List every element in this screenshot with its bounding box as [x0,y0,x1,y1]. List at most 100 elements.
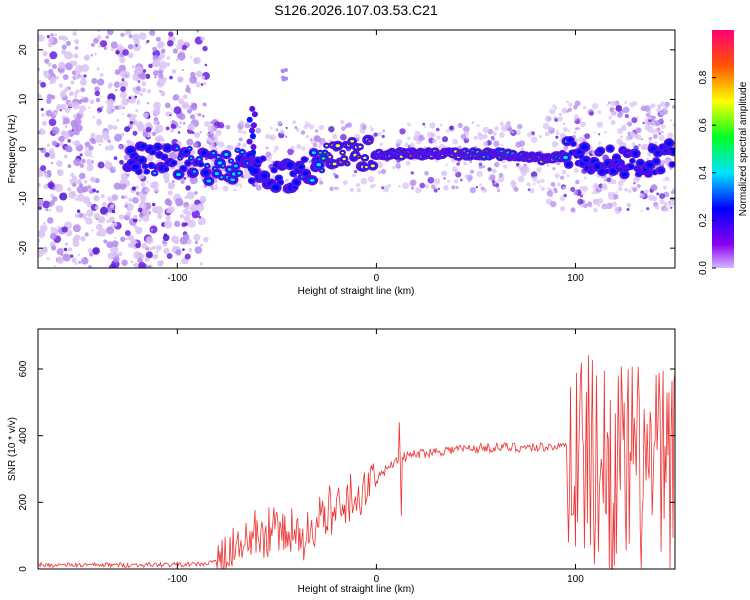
spectrogram-speckle [610,100,616,107]
spectrogram-speckle [242,142,247,148]
spectrogram-speckle [170,128,175,133]
spectrogram-speckle [80,87,86,93]
spectrogram-speckle [107,196,111,200]
spectrogram-speckle [67,187,72,192]
spectrogram-speckle [96,35,102,40]
spectrogram-speckle [83,216,87,220]
spectrogram-ridge-core [321,157,326,160]
spectrogram-speckle [380,168,387,175]
spectrogram-speckle [549,108,556,115]
spectrogram-x-tick-label: -100 [167,273,187,284]
spectrogram-speckle [381,134,385,138]
spectrogram-speckle [108,216,115,223]
spectrogram-speckle [490,136,496,142]
spectrogram-speckle [415,187,422,194]
spectrogram-speckle [90,132,96,138]
spectrogram-speckle [155,137,160,142]
spectrogram-speckle [494,126,499,131]
spectrogram-speckle [584,133,591,140]
spectrogram-speckle [303,124,308,130]
spectrogram-speckle [617,112,623,118]
spectrogram-ridge-core [335,144,341,148]
spectrogram-speckle [97,161,105,169]
spectrogram-speckle [648,105,653,109]
spectrogram-speckle [150,182,157,189]
spectrogram-speckle [503,164,508,169]
spectrogram-ridge-core [311,151,316,155]
spectrogram-speckle [616,138,623,145]
spectrogram-x-tick-label: 0 [374,273,380,284]
spectrogram-speckle [332,172,337,176]
spectrogram-speckle [104,130,108,134]
colorbar-tick-label: 0.8 [698,70,709,84]
spectrogram-speckle [200,83,204,86]
spectrogram-speckle [90,42,95,47]
spectrogram-speckle [544,131,550,137]
spectrogram-speckle [169,75,173,80]
spectrogram-speckle [329,139,333,143]
spectrogram-speckle [402,182,409,190]
spectrogram-speckle [47,217,54,224]
spectrogram-speckle [186,138,194,146]
spectrogram-speckle [667,132,674,139]
spectrogram-ridge-core [635,167,639,170]
spectrogram-y-ticks: -20 -10 0 10 20 [18,44,675,255]
spectrogram-speckle [107,98,114,105]
spectrogram-speckle [186,108,192,114]
spectrogram-ridge-core [188,147,191,150]
spectrogram-speckle [114,133,122,142]
spectrogram-speckle [559,113,562,116]
spectrogram-speckle [182,233,190,241]
spectrogram-speckle [81,257,89,265]
spectrogram-speckle [645,157,650,161]
spectrogram-speckle [613,193,619,200]
spectrogram-ridge-blob [249,133,256,140]
spectrogram-speckle [60,90,67,96]
spectrogram-speckle [449,125,454,130]
spectrogram-ridge-core [654,160,659,163]
spectrogram-speckle [382,185,389,193]
spectrogram-speckle [498,132,505,138]
spectrogram-speckle [533,182,536,186]
spectrogram-speckle [284,178,290,183]
spectrogram-speckle [133,262,140,268]
spectrogram-speckle [84,56,89,61]
spectrogram-ridge-core [358,145,362,148]
spectrogram-speckle [64,51,73,60]
spectrogram-speckle [48,203,53,208]
spectrogram-speckle [561,107,568,114]
spectrogram-speckle [47,42,53,48]
spectrogram-speckle [563,145,569,150]
spectrogram-speckle [608,193,615,200]
spectrogram-speckle [476,170,483,178]
spectrogram-speckle [418,135,424,142]
spectrogram-speckle [110,245,119,254]
spectrogram-speckle [131,65,135,69]
spectrogram-speckle [166,253,173,259]
spectrogram-ridge-core [214,172,219,176]
spectrogram-speckle [593,131,596,134]
spectrogram-ridge-core [320,169,324,172]
spectrogram-speckle [46,35,50,39]
spectrogram-speckle [197,113,202,117]
spectrogram-speckle [111,240,119,248]
spectrogram-speckle [439,123,443,127]
spectrogram-speckle [107,30,114,36]
spectrogram-speckle [136,123,145,132]
spectrogram-speckle [151,206,159,214]
spectrogram-ridge-core [566,163,571,166]
spectrogram-speckle [60,130,66,136]
spectrogram-speckle [542,122,550,130]
spectrogram-ridge-core [237,172,241,175]
spectrogram-speckle [128,96,132,100]
spectrogram-ridge-core [151,151,155,154]
spectrogram-speckle [336,187,340,191]
spectrogram-speckle [178,98,184,104]
spectrogram-speckle [121,112,124,115]
spectrogram-speckle [185,185,191,191]
spectrogram-speckle [636,183,641,189]
spectrogram-speckle [74,197,78,201]
spectrogram-ridge-core [261,157,265,160]
spectrogram-speckle [40,129,46,135]
spectrogram-speckle [40,107,44,111]
